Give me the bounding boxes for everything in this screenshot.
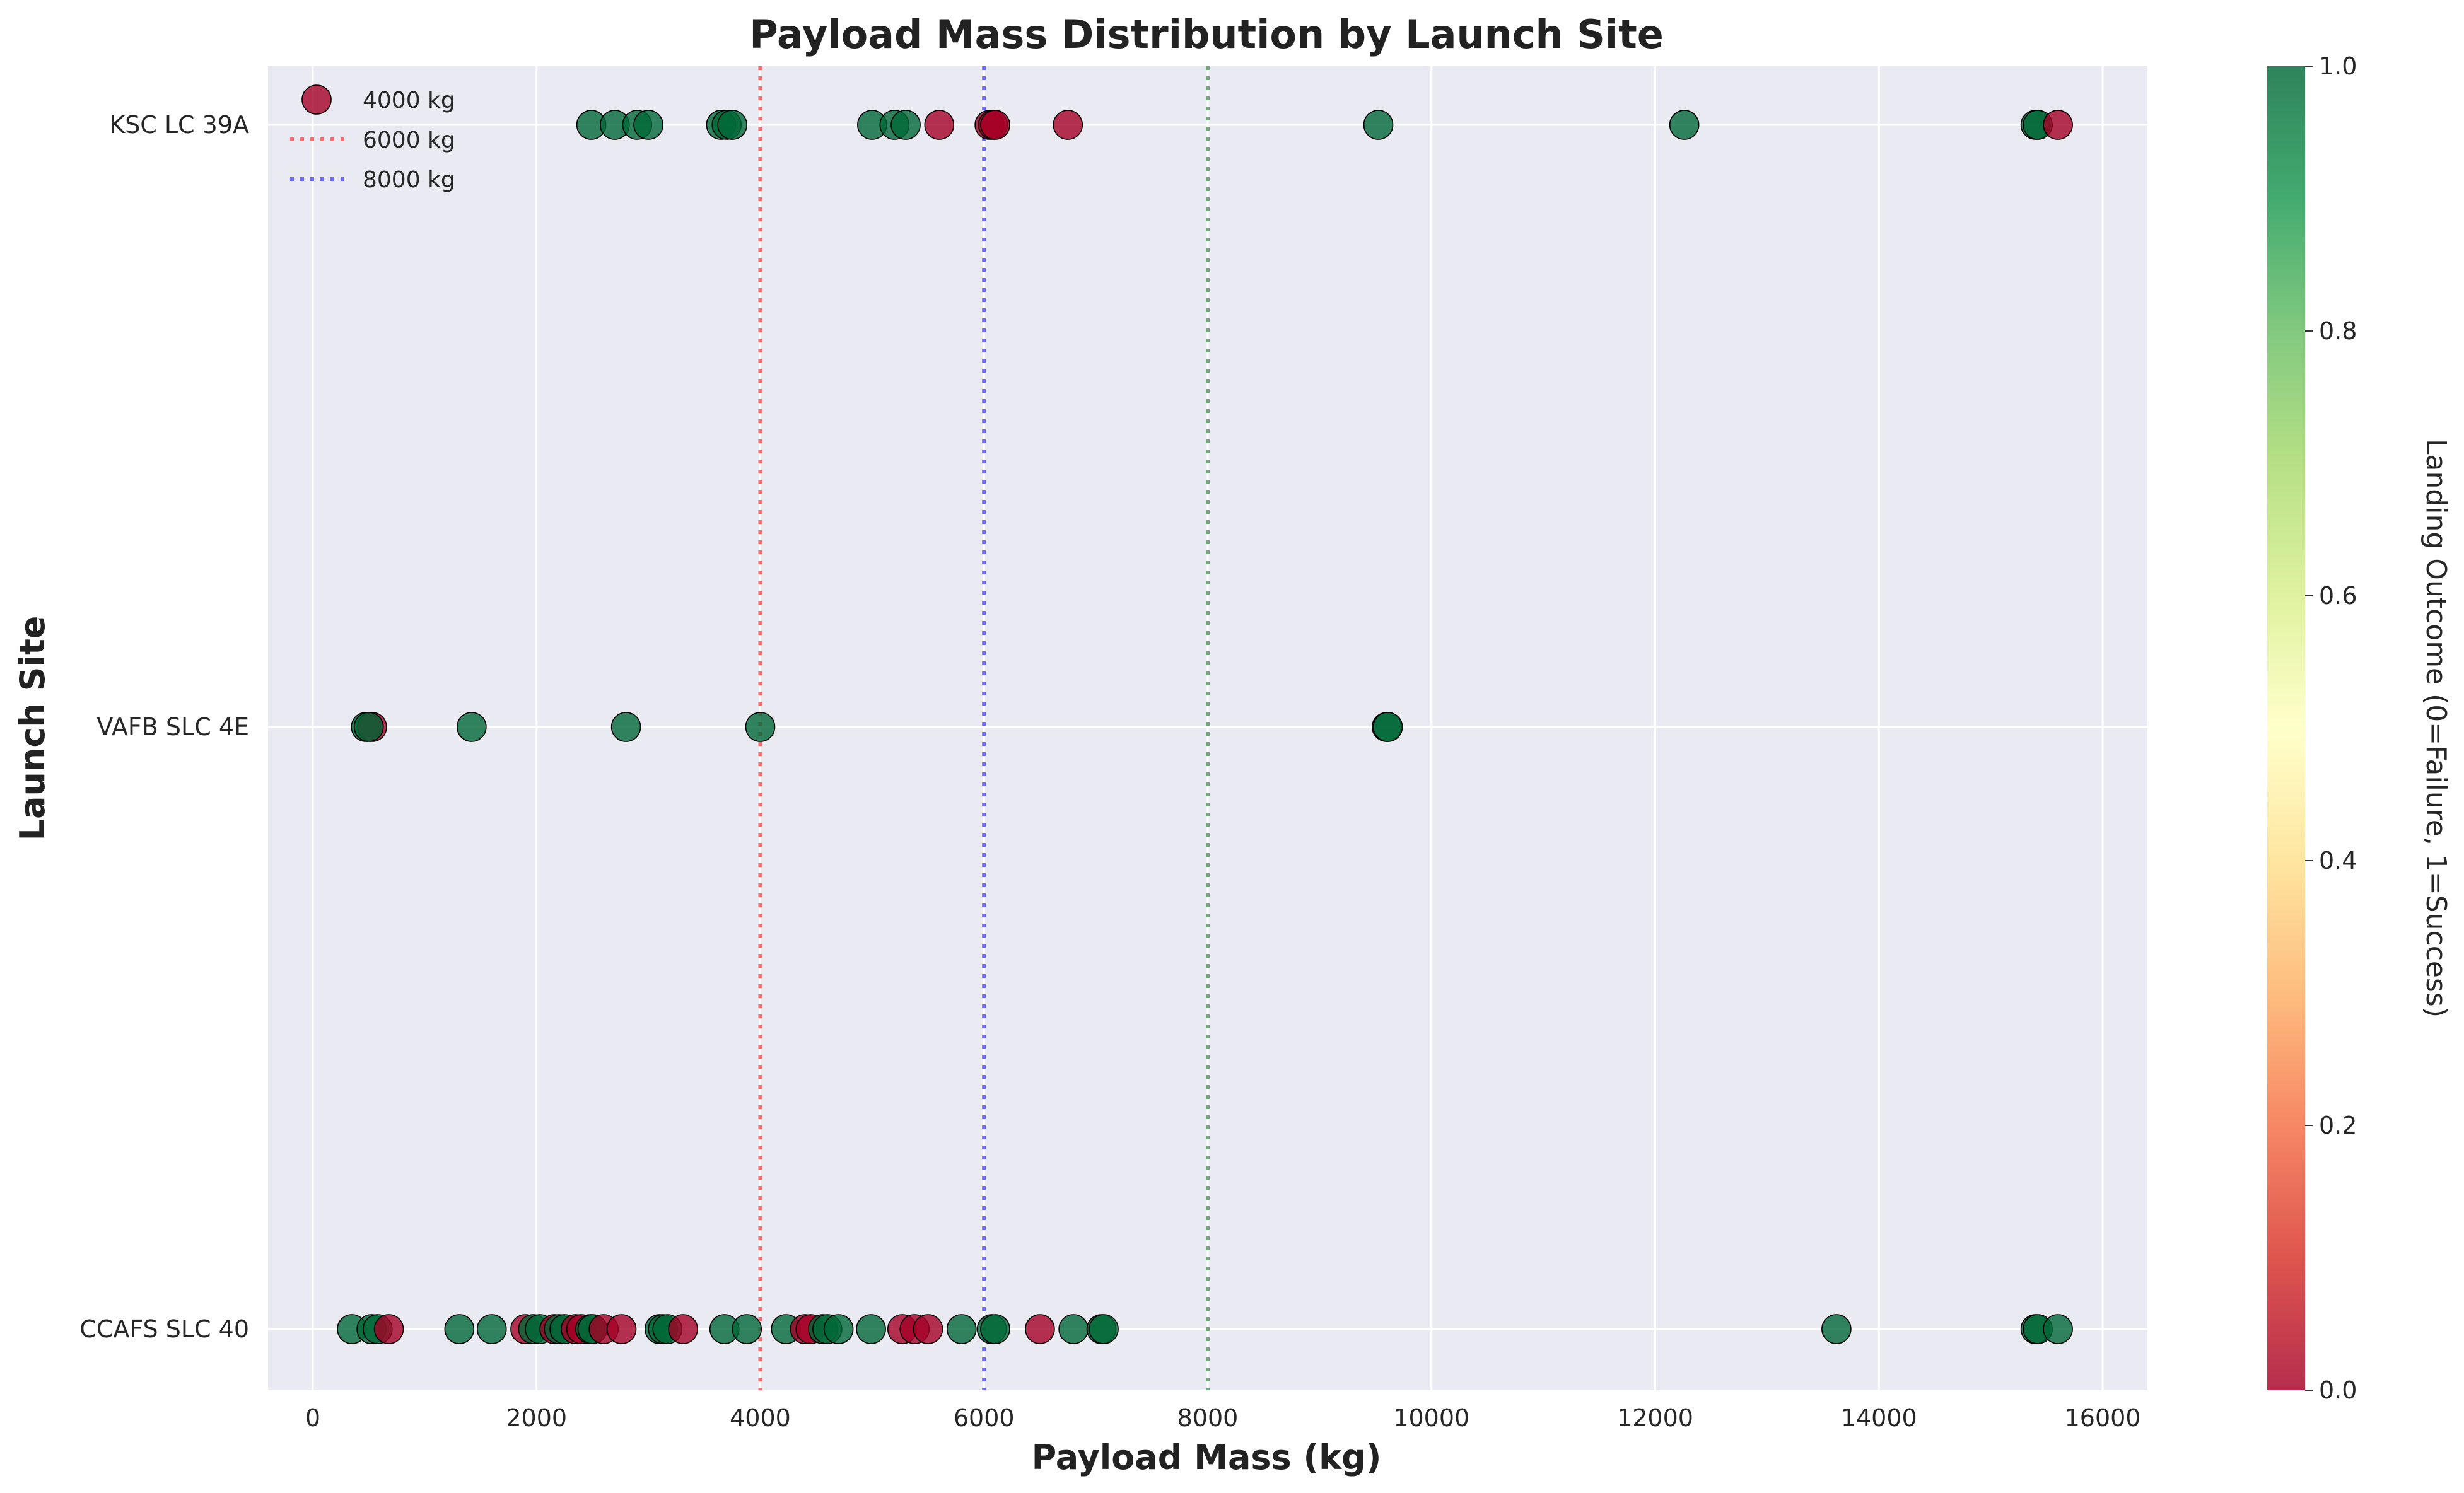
colorbar-ticks: 0.0 0.2 0.4 0.6 0.8 1.0 [2305, 52, 2357, 1404]
data-point [1372, 712, 1403, 742]
y-tick-label: KSC LC 39A [109, 111, 249, 139]
colorbar [2267, 66, 2305, 1390]
data-point [924, 110, 955, 140]
colorbar-label: Landing Outcome (0=Failure, 1=Success) [2420, 439, 2452, 1018]
data-point [633, 110, 663, 140]
data-point [2043, 1314, 2073, 1344]
data-point [745, 712, 776, 742]
data-point [606, 1314, 637, 1344]
data-point [2043, 110, 2073, 140]
data-point [717, 110, 747, 140]
x-tick-label: 6000 [954, 1404, 1015, 1432]
data-point [1058, 1314, 1089, 1344]
data-point [1089, 1314, 1119, 1344]
data-point [823, 1314, 854, 1344]
data-point [476, 1314, 507, 1344]
data-point [457, 712, 487, 742]
y-tick-label: VAFB SLC 4E [96, 713, 249, 741]
legend-marker [301, 84, 332, 115]
data-point [946, 1314, 977, 1344]
data-point [732, 1314, 762, 1344]
x-tick-label: 4000 [730, 1404, 791, 1432]
data-point [1053, 110, 1083, 140]
x-tick-label: 2000 [506, 1404, 567, 1432]
data-point [668, 1314, 698, 1344]
data-point [913, 1314, 943, 1344]
colorbar-tick-label: 0.4 [2319, 847, 2357, 874]
data-point [890, 110, 921, 140]
colorbar-tick-label: 0.8 [2319, 317, 2357, 345]
reference-lines [758, 66, 1210, 1390]
colorbar-tick-label: 0.0 [2319, 1376, 2357, 1404]
data-point [1025, 1314, 1055, 1344]
colorbar-tick-label: 1.0 [2319, 52, 2357, 80]
y-axis-label: Launch Site [13, 616, 52, 841]
data-point [1363, 110, 1394, 140]
x-tick-label: 14000 [1841, 1404, 1917, 1432]
data-point [444, 1314, 475, 1344]
y-tick-labels: CCAFS SLC 40 VAFB SLC 4E KSC LC 39A [79, 111, 249, 1343]
legend: 4000 kg 6000 kg 8000 kg [290, 84, 455, 193]
x-tick-label: 12000 [1617, 1404, 1693, 1432]
data-point [856, 1314, 886, 1344]
x-tick-label: 8000 [1177, 1404, 1239, 1432]
data-point [1821, 1314, 1852, 1344]
x-axis-label: Payload Mass (kg) [1032, 1438, 1382, 1477]
x-tick-label: 16000 [2065, 1404, 2141, 1432]
legend-label: 4000 kg [363, 88, 455, 113]
y-tick-label: CCAFS SLC 40 [79, 1315, 249, 1343]
chart-title: Payload Mass Distribution by Launch Site [749, 11, 1664, 57]
data-point [373, 1314, 404, 1344]
legend-label: 6000 kg [363, 127, 455, 153]
legend-label: 8000 kg [363, 167, 455, 193]
data-point [1669, 110, 1700, 140]
data-point [610, 712, 641, 742]
x-tick-label: 0 [305, 1404, 320, 1432]
x-tick-label: 10000 [1393, 1404, 1469, 1432]
data-point [980, 110, 1010, 140]
data-point [353, 712, 384, 742]
colorbar-tick-label: 0.2 [2319, 1112, 2357, 1139]
data-points [337, 110, 2073, 1344]
data-point [980, 1314, 1010, 1344]
colorbar-tick-label: 0.6 [2319, 582, 2357, 610]
x-tick-labels: 0 2000 4000 6000 8000 10000 12000 14000 16000 [305, 1404, 2141, 1432]
